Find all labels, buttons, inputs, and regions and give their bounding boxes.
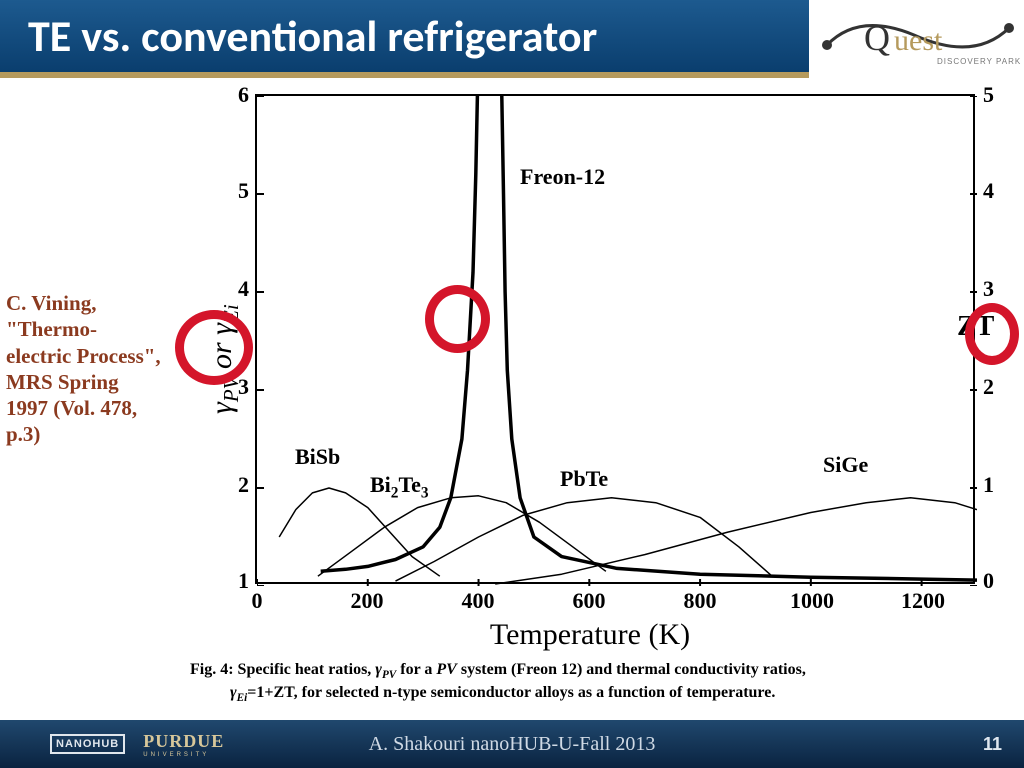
figure-caption: Fig. 4: Specific heat ratios, γPV for a … xyxy=(190,660,990,706)
citation-text: C. Vining, "Thermo-electric Process", MR… xyxy=(6,290,161,448)
ytick-r-3: 3 xyxy=(983,276,994,302)
plot-svg xyxy=(257,96,977,586)
slide-header: TE vs. conventional refrigerator Q uest … xyxy=(0,0,1024,78)
quest-logo: Q uest DISCOVERY PARK xyxy=(809,0,1024,78)
svg-text:Q: Q xyxy=(864,18,890,58)
label-pbte: PbTe xyxy=(560,466,608,492)
ytick-r-5: 5 xyxy=(983,82,994,108)
plot-box xyxy=(255,94,975,584)
annotation-circle-1 xyxy=(175,310,253,385)
purdue-logo: PURDUE UNIVERSITY xyxy=(143,731,224,758)
nanohub-logo: NANOHUB xyxy=(50,734,125,754)
ytick-l-6: 6 xyxy=(225,82,249,108)
footer-logos: NANOHUB PURDUE UNIVERSITY xyxy=(0,731,224,758)
xtick-1000: 1000 xyxy=(790,588,830,614)
annotation-circle-3 xyxy=(965,303,1019,365)
chart: 1 2 3 4 5 6 0 1 2 3 4 5 0 200 400 600 80… xyxy=(165,84,1015,654)
ytick-l-2: 2 xyxy=(225,472,249,498)
ytick-r-1: 1 xyxy=(983,472,994,498)
page-number: 11 xyxy=(983,734,1002,755)
xtick-200: 200 xyxy=(347,588,387,614)
slide-footer: NANOHUB PURDUE UNIVERSITY A. Shakouri na… xyxy=(0,720,1024,768)
label-bi2te3: Bi2Te3 xyxy=(370,472,429,502)
ytick-r-4: 4 xyxy=(983,178,994,204)
footer-attribution: A. Shakouri nanoHUB-U-Fall 2013 xyxy=(369,733,656,756)
x-axis-label: Temperature (K) xyxy=(165,618,1015,652)
xtick-1200: 1200 xyxy=(901,588,941,614)
label-sige: SiGe xyxy=(823,452,868,478)
caption-line1: Fig. 4: Specific heat ratios, γPV for a … xyxy=(190,661,806,678)
slide-title: TE vs. conventional refrigerator xyxy=(28,9,597,63)
xtick-800: 800 xyxy=(680,588,720,614)
svg-text:uest: uest xyxy=(894,24,943,57)
xtick-400: 400 xyxy=(458,588,498,614)
svg-text:DISCOVERY PARK: DISCOVERY PARK xyxy=(937,57,1021,66)
caption-line2: γEi=1+ZT, for selected n-type semiconduc… xyxy=(190,684,775,701)
label-bisb: BiSb xyxy=(295,444,340,470)
ytick-r-2: 2 xyxy=(983,374,994,400)
annotation-circle-2 xyxy=(425,285,490,353)
ytick-r-0: 0 xyxy=(983,568,994,594)
ytick-l-5: 5 xyxy=(225,178,249,204)
ytick-l-4: 4 xyxy=(225,276,249,302)
xtick-0: 0 xyxy=(237,588,277,614)
xtick-600: 600 xyxy=(569,588,609,614)
label-freon12: Freon-12 xyxy=(520,164,605,190)
